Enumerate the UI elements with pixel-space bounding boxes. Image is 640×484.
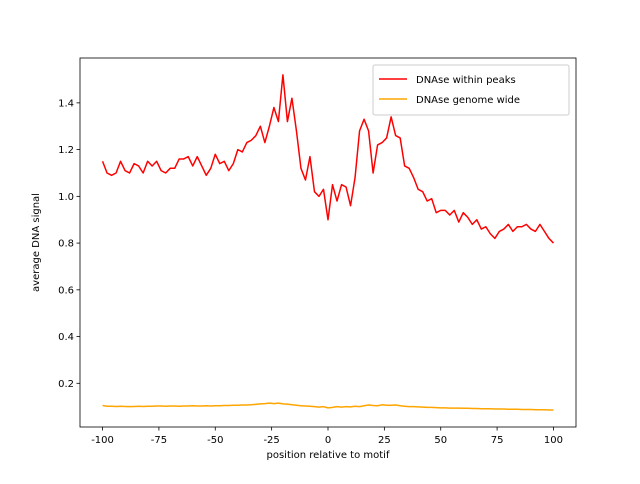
legend-box	[372, 64, 570, 116]
y-tick-label: 0.6	[58, 285, 74, 296]
legend-label: DNAse within peaks	[416, 75, 516, 86]
line	[101, 74, 554, 244]
x-axis-label: position relative to motif	[267, 450, 390, 461]
x-tick-label: -50	[207, 435, 223, 446]
x-tick-label: 50	[434, 435, 447, 446]
y-tick-label: 0.2	[58, 379, 74, 390]
x-tick-label: -75	[151, 435, 167, 446]
y-tick-label: 0.8	[58, 239, 74, 250]
y-tick-label: 1.4	[58, 98, 74, 109]
y-tick-label: 0.4	[58, 332, 74, 343]
x-tick-label: -25	[263, 435, 279, 446]
y-tick-label: 1.2	[58, 145, 74, 156]
y-tick-label: 1.0	[58, 192, 74, 203]
x-tick-label: -100	[91, 435, 114, 446]
plot-frame	[79, 57, 577, 428]
legend-label: DNAse genome wide	[416, 95, 520, 106]
y-axis-label: average DNA signal	[31, 193, 42, 292]
x-tick-label: 25	[378, 435, 391, 446]
line	[102, 402, 554, 411]
x-tick-label: 100	[544, 435, 563, 446]
x-tick-label: 75	[491, 435, 504, 446]
x-tick-label: 0	[325, 435, 331, 446]
